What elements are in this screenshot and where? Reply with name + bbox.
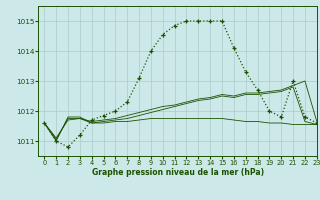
X-axis label: Graphe pression niveau de la mer (hPa): Graphe pression niveau de la mer (hPa) — [92, 168, 264, 177]
